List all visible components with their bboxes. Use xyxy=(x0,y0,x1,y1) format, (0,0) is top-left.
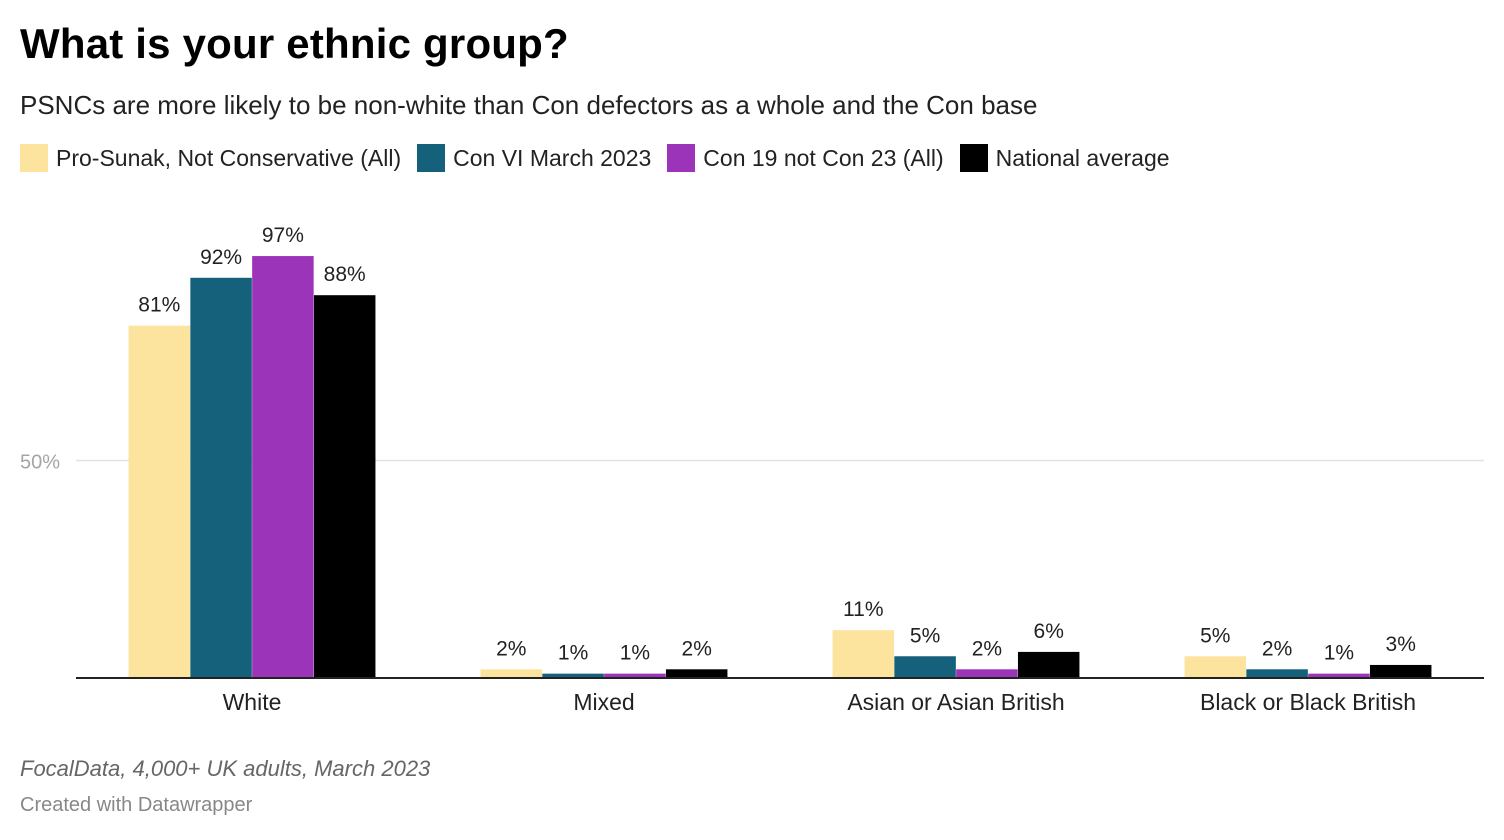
x-tick-label-white: White xyxy=(223,689,282,715)
value-label-asian-or-asian-british-s2: 2% xyxy=(972,637,1002,660)
bar-mixed-s0 xyxy=(480,669,543,678)
value-label-black-or-black-british-s2: 1% xyxy=(1324,642,1354,665)
legend-swatch-psnc xyxy=(20,144,48,172)
x-tick-label-mixed: Mixed xyxy=(573,689,634,715)
legend-swatch-national xyxy=(959,144,988,172)
value-label-mixed-s2: 1% xyxy=(620,642,650,665)
chart-subtitle: PSNCs are more likely to be non-white th… xyxy=(20,90,1038,120)
legend: Pro-Sunak, Not Conservative (All) Con VI… xyxy=(20,144,1186,172)
bar-mixed-s3 xyxy=(665,669,728,678)
value-label-white-s1: 92% xyxy=(200,246,242,269)
value-label-white-s2: 97% xyxy=(262,224,304,247)
value-label-black-or-black-british-s3: 3% xyxy=(1386,633,1416,656)
legend-label-national: National average xyxy=(995,144,1170,171)
value-label-mixed-s3: 2% xyxy=(682,637,712,660)
bar-white-s2 xyxy=(252,256,314,678)
bar-black-or-black-british-s0 xyxy=(1184,656,1247,678)
bar-white-s1 xyxy=(190,277,252,678)
value-label-white-s0: 81% xyxy=(138,294,180,317)
legend-item-con19: Con 19 not Con 23 (All) xyxy=(667,144,944,172)
value-label-asian-or-asian-british-s3: 6% xyxy=(1034,620,1064,643)
value-label-white-s3: 88% xyxy=(324,263,366,286)
legend-swatch-con19 xyxy=(667,144,696,172)
bar-white-s0 xyxy=(128,325,191,678)
chart-source: FocalData, 4,000+ UK adults, March 2023 xyxy=(20,756,431,781)
bar-chart: 50% 81% 92% 97% 88% White 2% 1% 1% 2% Mixed 11% 5% 2%… xyxy=(20,224,1484,715)
y-tick-label-50: 50% xyxy=(20,452,60,474)
x-tick-label-asian-or-asian-british: Asian or Asian British xyxy=(847,689,1064,715)
value-label-asian-or-asian-british-s1: 5% xyxy=(910,624,940,647)
legend-label-con19: Con 19 not Con 23 (All) xyxy=(703,144,944,171)
value-label-black-or-black-british-s0: 5% xyxy=(1200,624,1230,647)
value-label-mixed-s0: 2% xyxy=(496,637,526,660)
legend-label-psnc: Pro-Sunak, Not Conservative (All) xyxy=(56,144,402,171)
bar-black-or-black-british-s1 xyxy=(1246,669,1308,678)
value-label-asian-or-asian-british-s0: 11% xyxy=(843,598,883,621)
bar-asian-or-asian-british-s0 xyxy=(832,630,895,678)
legend-label-con-vi: Con VI March 2023 xyxy=(453,144,652,171)
chart-title: What is your ethnic group? xyxy=(20,20,569,67)
bar-black-or-black-british-s2 xyxy=(1308,673,1370,678)
legend-item-con-vi: Con VI March 2023 xyxy=(417,144,651,172)
bar-mixed-s1 xyxy=(542,673,604,678)
x-tick-label-black-or-black-british: Black or Black British xyxy=(1200,689,1416,715)
chart-credit: Created with Datawrapper xyxy=(20,794,253,816)
bar-mixed-s2 xyxy=(604,673,666,678)
legend-item-psnc: Pro-Sunak, Not Conservative (All) xyxy=(20,144,401,172)
legend-swatch-con-vi xyxy=(417,144,446,172)
bar-asian-or-asian-british-s2 xyxy=(956,669,1018,678)
bar-black-or-black-british-s3 xyxy=(1369,664,1432,678)
value-label-black-or-black-british-s1: 2% xyxy=(1262,637,1292,660)
bar-asian-or-asian-british-s3 xyxy=(1017,651,1080,678)
bar-white-s3 xyxy=(313,295,376,678)
value-label-mixed-s1: 1% xyxy=(558,642,588,665)
bar-asian-or-asian-british-s1 xyxy=(894,656,956,678)
legend-item-national: National average xyxy=(959,144,1170,172)
